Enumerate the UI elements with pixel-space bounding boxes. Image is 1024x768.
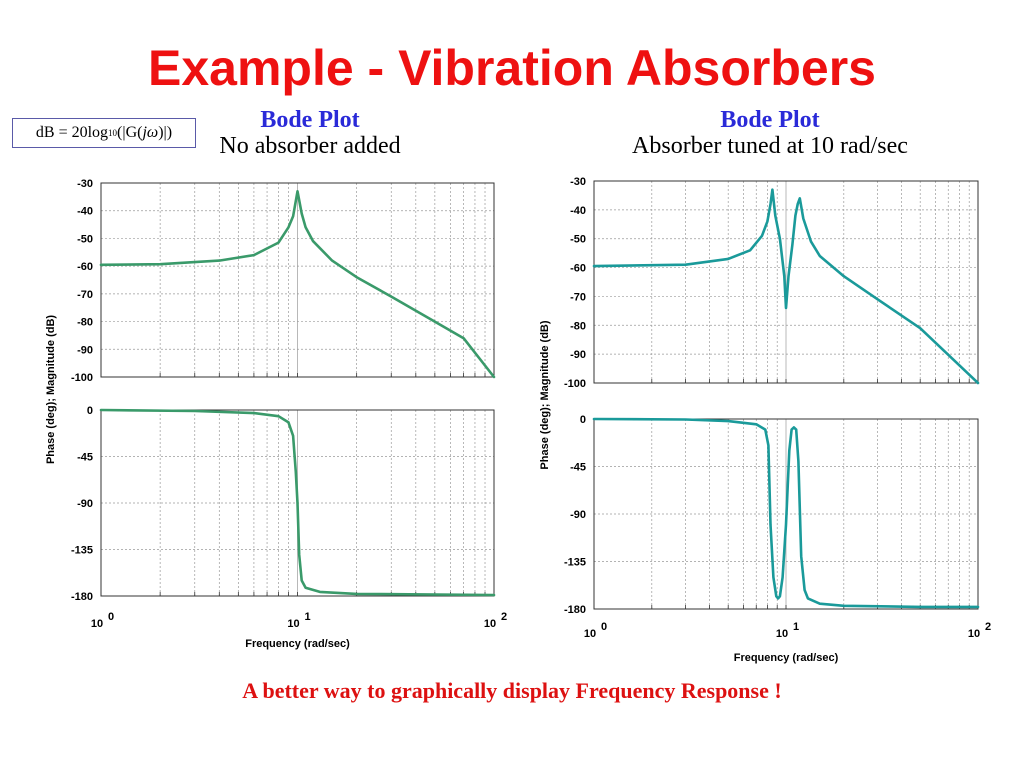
left-plot-title: Bode Plot — [260, 107, 360, 133]
ytick-label-0-0-3: -60 — [77, 261, 93, 273]
formula-var: jω — [142, 124, 159, 141]
ytick-label-1-0-5: -80 — [570, 320, 586, 332]
ytick-label-0-0-6: -90 — [77, 344, 93, 356]
y-axis-label-1: Phase (deg); Magnitude (dB) — [539, 320, 551, 469]
ytick-label-0-1-1: -45 — [77, 452, 93, 464]
xtick-label-1-0: 10 — [584, 628, 596, 640]
xtick-exp-1-2: 2 — [985, 621, 991, 633]
ytick-label-1-1-2: -90 — [570, 509, 586, 521]
ytick-label-1-0-7: -100 — [564, 378, 586, 390]
footer-note: A better way to graphically display Freq… — [242, 678, 782, 703]
xtick-exp-0-1: 1 — [304, 611, 310, 623]
formula-lhs: dB = 20log — [35, 124, 109, 141]
slide-title: Example - Vibration Absorbers — [148, 40, 876, 96]
formula-close: )|) — [158, 124, 173, 141]
ytick-label-0-1-4: -180 — [71, 591, 93, 603]
right-plot-subtitle: Absorber tuned at 10 rad/sec — [632, 133, 908, 159]
ytick-label-1-1-0: 0 — [580, 414, 586, 426]
phase-curve-1 — [592, 417, 980, 609]
ytick-label-1-1-1: -45 — [570, 462, 586, 474]
ytick-label-0-0-0: -30 — [77, 178, 93, 190]
ytick-label-0-0-5: -80 — [77, 317, 93, 329]
ytick-label-1-1-4: -180 — [564, 604, 586, 616]
x-axis-label-1: Frequency (rad/sec) — [734, 652, 839, 664]
ytick-label-1-0-4: -70 — [570, 291, 586, 303]
ytick-label-0-0-4: -70 — [77, 289, 93, 301]
ytick-label-0-1-3: -135 — [71, 545, 93, 557]
right-plot-heading: Bode Plot Absorber tuned at 10 rad/sec — [580, 107, 960, 159]
formula-subscript: 10 — [108, 128, 118, 138]
magnitude-curve-0 — [99, 190, 496, 379]
ytick-label-1-1-3: -135 — [564, 557, 586, 569]
db-formula: dB = 20log 10 (|G(jω)|) — [12, 118, 196, 148]
xtick-exp-1-0: 0 — [601, 621, 607, 633]
xtick-label-0-0: 10 — [91, 618, 103, 630]
ytick-label-1-0-0: -30 — [570, 176, 586, 188]
ytick-label-0-1-2: -90 — [77, 498, 93, 510]
left-plot-heading: Bode Plot No absorber added — [190, 107, 430, 159]
x-axis-label-0: Frequency (rad/sec) — [245, 638, 350, 650]
ytick-label-0-1-0: 0 — [87, 405, 93, 417]
xtick-exp-1-1: 1 — [793, 621, 799, 633]
ytick-label-1-0-3: -60 — [570, 263, 586, 275]
ytick-label-0-0-7: -100 — [71, 372, 93, 384]
ytick-label-1-0-1: -40 — [570, 205, 586, 217]
y-axis-label-0: Phase (deg); Magnitude (dB) — [45, 315, 57, 464]
phase-curve-0 — [99, 408, 496, 597]
xtick-label-0-1: 10 — [287, 618, 299, 630]
xtick-label-0-2: 10 — [484, 618, 496, 630]
magnitude-curve-1 — [592, 188, 980, 385]
ytick-label-0-0-1: -40 — [77, 206, 93, 218]
formula-open: (|G( — [117, 124, 143, 141]
left-plot-subtitle: No absorber added — [219, 133, 401, 159]
ytick-label-1-0-6: -90 — [570, 349, 586, 361]
xtick-label-1-2: 10 — [968, 628, 980, 640]
right-plot-title: Bode Plot — [720, 107, 820, 133]
xtick-exp-0-0: 0 — [108, 611, 114, 623]
xtick-exp-0-2: 2 — [501, 611, 507, 623]
ytick-label-0-0-2: -50 — [77, 233, 93, 245]
xtick-label-1-1: 10 — [776, 628, 788, 640]
ytick-label-1-0-2: -50 — [570, 234, 586, 246]
